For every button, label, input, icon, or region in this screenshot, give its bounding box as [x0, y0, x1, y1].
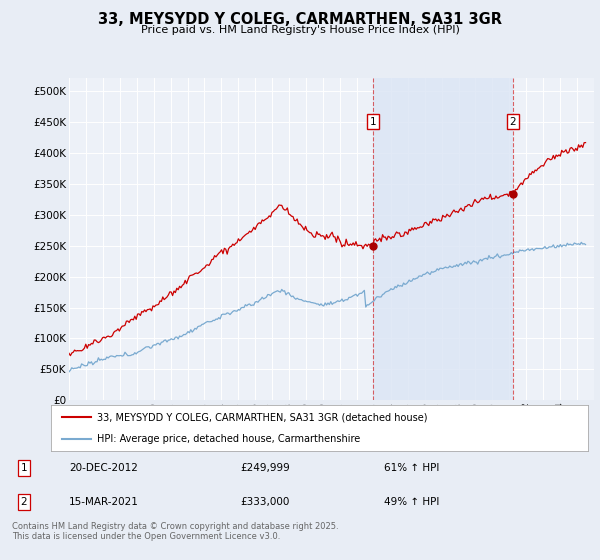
Text: 33, MEYSYDD Y COLEG, CARMARTHEN, SA31 3GR: 33, MEYSYDD Y COLEG, CARMARTHEN, SA31 3G… [98, 12, 502, 27]
Text: 49% ↑ HPI: 49% ↑ HPI [384, 497, 439, 507]
Text: 15-MAR-2021: 15-MAR-2021 [69, 497, 139, 507]
Bar [373, 78, 513, 400]
Text: £333,000: £333,000 [240, 497, 289, 507]
Text: 1: 1 [370, 116, 376, 127]
Text: 2: 2 [20, 497, 28, 507]
Text: HPI: Average price, detached house, Carmarthenshire: HPI: Average price, detached house, Carm… [97, 435, 360, 444]
Text: £249,999: £249,999 [240, 463, 290, 473]
Text: 20-DEC-2012: 20-DEC-2012 [69, 463, 138, 473]
Text: 1: 1 [20, 463, 28, 473]
Text: Price paid vs. HM Land Registry's House Price Index (HPI): Price paid vs. HM Land Registry's House … [140, 25, 460, 35]
Text: 33, MEYSYDD Y COLEG, CARMARTHEN, SA31 3GR (detached house): 33, MEYSYDD Y COLEG, CARMARTHEN, SA31 3G… [97, 412, 427, 422]
Text: Contains HM Land Registry data © Crown copyright and database right 2025.
This d: Contains HM Land Registry data © Crown c… [12, 522, 338, 542]
Text: 61% ↑ HPI: 61% ↑ HPI [384, 463, 439, 473]
Text: 2: 2 [509, 116, 516, 127]
